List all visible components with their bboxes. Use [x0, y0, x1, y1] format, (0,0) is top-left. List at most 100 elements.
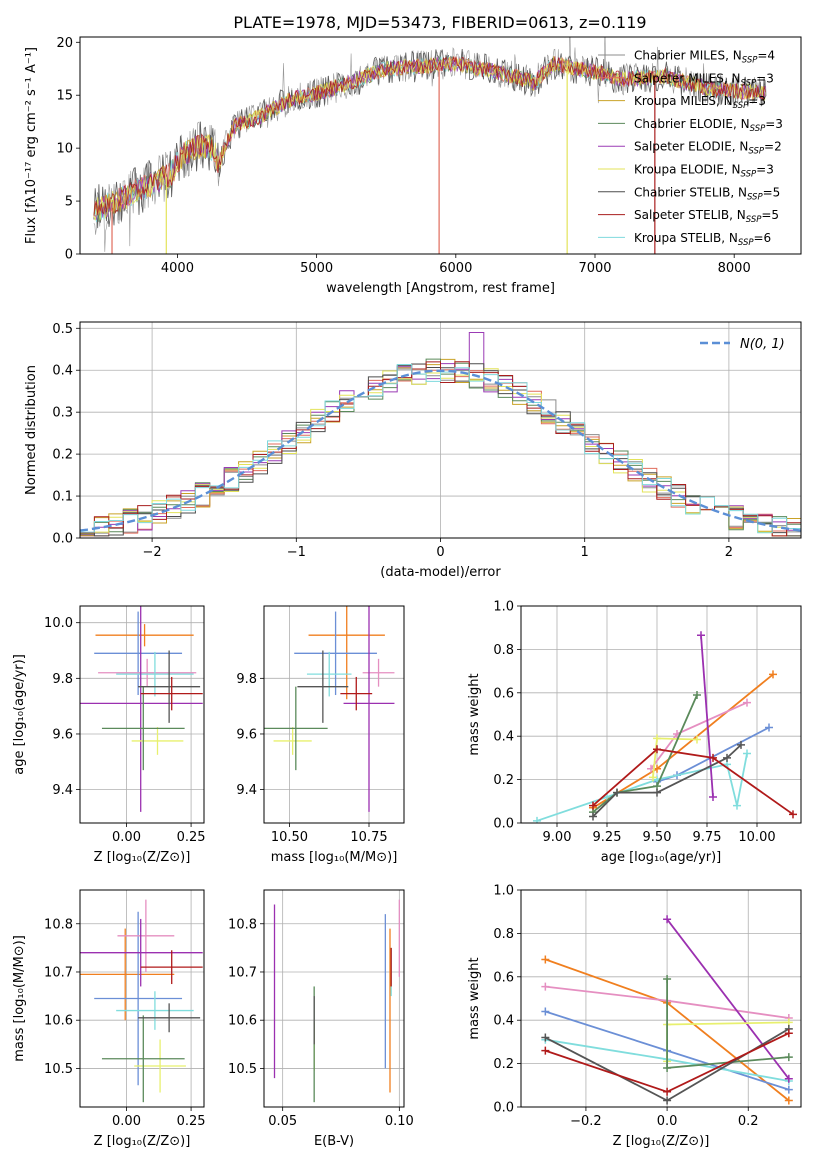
weight-marker	[533, 816, 541, 823]
x-tick-label: 8000	[718, 261, 751, 276]
weight-line-4	[666, 918, 790, 1080]
x-tick-label: 0.2	[738, 1114, 759, 1129]
weight-marker	[653, 788, 661, 797]
y-tick-label: 9.8	[52, 672, 73, 687]
legend-spectrum: Chabrier MILES, NSSP=4 Salpeter MILES, NS…	[598, 49, 783, 248]
legend-entry: Chabrier MILES, NSSP=4	[634, 49, 775, 66]
x-tick-label: 6000	[439, 261, 472, 276]
x-tick-label: 2	[725, 545, 733, 560]
x-tick-label: 0.25	[177, 1114, 206, 1129]
y-axis-label: mass [log₁₀(M/M⊙)]	[12, 935, 27, 1062]
panel-age_vs_mass: 10.50 10.75 9.4 9.6 9.8 mass [log₁₀(M/M⊙)]	[236, 605, 405, 865]
y-tick-label: 9.6	[236, 727, 257, 742]
y-tick-label: 0.6	[493, 686, 514, 701]
y-tick-label: 1.0	[493, 884, 514, 899]
y-tick-label: 0.8	[493, 643, 514, 658]
axes-frame	[79, 36, 802, 255]
x-axis-label: wavelength [Angstrom, rest frame]	[326, 281, 555, 296]
grid-age_vs_Z	[80, 606, 204, 823]
x-tick-label: 10.00	[738, 830, 775, 845]
x-tick-label: 0.05	[268, 1114, 297, 1129]
weight-marker	[784, 1029, 793, 1038]
x-tick-label: 0	[436, 545, 444, 560]
histogram-step-7	[80, 361, 801, 537]
axes-frame	[79, 321, 802, 539]
axes-frame	[263, 889, 405, 1108]
weight-marker	[693, 690, 701, 699]
panel-residuals: −2 −1 0 1 2 0.0 0.1 0.2 0.3 0.4 0.5 (data-model)/er…	[24, 321, 802, 580]
y-tick-label: 0.0	[493, 1101, 514, 1116]
panel-mass_vs_Z: 0.00 0.25 10.5 10.6 10.7 10.8 Z [log₁₀(Z/Z⊙)] m…	[12, 889, 206, 1149]
y-tick-label: 10.7	[228, 965, 257, 980]
x-tick-label: −2	[143, 545, 162, 560]
y-axis-label: Flux [fλ10⁻¹⁷ erg cm⁻² s⁻¹ A⁻¹]	[24, 47, 39, 244]
weight-marker	[541, 1007, 550, 1016]
x-tick-label: 0.10	[385, 1114, 414, 1129]
y-tick-label: 0.8	[493, 927, 514, 942]
figure-title: PLATE=1978, MJD=53473, FIBERID=0613, z=0…	[233, 13, 646, 32]
y-axis-label: mass weight	[467, 673, 482, 755]
y-tick-label: 9.6	[52, 727, 73, 742]
y-tick-label: 9.8	[236, 672, 257, 687]
plot-area-spectrum	[93, 37, 767, 254]
weight-marker	[784, 1053, 793, 1062]
weight-marker	[709, 753, 717, 762]
grid-age_vs_mass	[264, 606, 404, 823]
plot-area-age_vs_mass	[264, 606, 395, 812]
x-tick-label: 0.0	[657, 1114, 678, 1129]
weight-marker	[784, 1074, 793, 1083]
weight-marker	[663, 915, 672, 924]
y-axis-label: Normed distribution	[24, 365, 39, 495]
weight-marker	[663, 1096, 672, 1105]
y-tick-label: 0.3	[52, 406, 73, 421]
grid-mass_weight_vs_Z	[521, 889, 801, 1108]
y-axis-label: age [log₁₀(age/yr)]	[12, 654, 27, 775]
plot-area-mass_weight_vs_Z	[541, 915, 793, 1105]
x-tick-label: 0.00	[112, 1114, 141, 1129]
y-tick-label: 0.5	[52, 322, 73, 337]
y-tick-label: 10.6	[228, 1014, 257, 1029]
y-tick-label: 0.2	[52, 448, 73, 463]
weight-marker	[589, 812, 597, 821]
y-tick-label: 20	[56, 36, 73, 51]
x-axis-label: mass [log₁₀(M/M⊙)]	[271, 850, 398, 865]
weight-marker	[743, 749, 751, 758]
x-tick-label: 0.25	[177, 830, 206, 845]
legend-entry: Kroupa STELIB, NSSP=6	[634, 231, 771, 248]
y-tick-label: 10.7	[44, 965, 73, 980]
y-tick-label: 0.4	[493, 730, 514, 745]
y-tick-label: 10.8	[228, 917, 257, 932]
x-tick-label: 9.25	[593, 830, 622, 845]
legend-entry: Chabrier ELODIE, NSSP=3	[634, 117, 783, 134]
y-axis-label: mass weight	[467, 957, 482, 1039]
weight-marker	[663, 1063, 672, 1072]
x-axis-label: Z [log₁₀(Z/Z⊙)]	[94, 850, 191, 865]
x-tick-label: 0.00	[112, 830, 141, 845]
legend-entry: Kroupa ELODIE, NSSP=3	[634, 163, 774, 180]
weight-marker	[663, 974, 672, 983]
y-tick-label: 0.4	[493, 1014, 514, 1029]
weight-marker	[541, 982, 550, 991]
x-axis-label: Z [log₁₀(Z/Z⊙)]	[94, 1134, 191, 1149]
x-tick-label: 9.50	[643, 830, 672, 845]
plot-area-mass_vs_EBV	[273, 899, 400, 1103]
weight-marker	[784, 1096, 793, 1105]
weight-marker	[784, 1085, 793, 1094]
x-tick-label: 10.75	[350, 830, 387, 845]
y-tick-label: 0.0	[493, 817, 514, 832]
axes-frame	[263, 605, 405, 824]
weight-line-7	[592, 744, 742, 818]
x-axis-label: age [log₁₀(age/yr)]	[601, 850, 722, 865]
y-tick-label: 5	[65, 195, 73, 210]
y-tick-label: 10.5	[228, 1062, 257, 1077]
panel-age_vs_Z: 0.00 0.25 9.4 9.6 9.8 10.0 Z [log₁₀(Z/Z⊙)] age …	[12, 605, 206, 865]
grid-mass_vs_EBV	[264, 890, 404, 1107]
x-tick-label: 9.75	[693, 830, 722, 845]
y-tick-label: 0	[65, 248, 73, 263]
weight-marker	[613, 788, 621, 797]
weight-line-4	[700, 635, 714, 798]
weight-marker	[737, 740, 745, 749]
spectrum-line-6	[93, 48, 766, 229]
y-tick-label: 0.4	[52, 364, 73, 379]
x-axis-label: Z [log₁₀(Z/Z⊙)]	[613, 1134, 710, 1149]
